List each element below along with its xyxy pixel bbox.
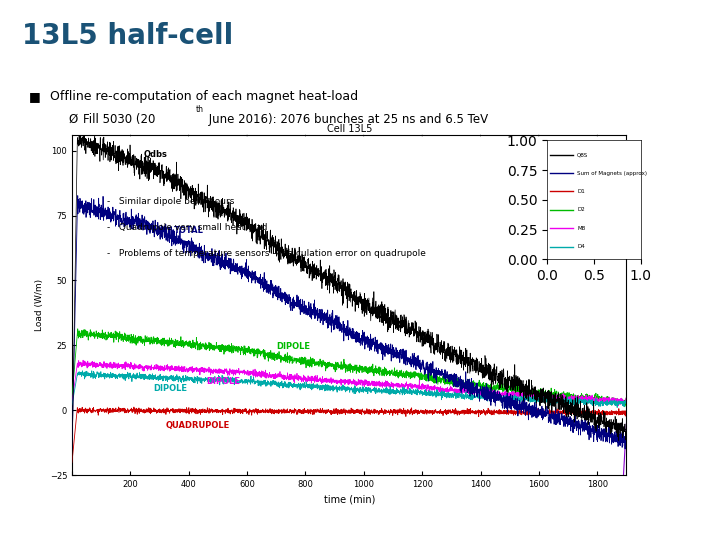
Text: DIPOLE: DIPOLE xyxy=(206,377,240,386)
Text: -   Similar dipole behaviours: - Similar dipole behaviours xyxy=(107,197,235,206)
Text: 13L5 half-cell: 13L5 half-cell xyxy=(22,22,233,50)
Text: June 2016): 2076 bunches at 25 ns and 6.5 TeV: June 2016): 2076 bunches at 25 ns and 6.… xyxy=(205,113,488,126)
Text: ■: ■ xyxy=(29,90,40,103)
Text: -   Quadrupole very small heat load: - Quadrupole very small heat load xyxy=(107,224,268,232)
Text: Fill 5030 (20: Fill 5030 (20 xyxy=(83,113,156,126)
Text: TOTAL: TOTAL xyxy=(174,226,204,235)
Text: DIPOLE: DIPOLE xyxy=(153,384,188,393)
Y-axis label: Load (W/m): Load (W/m) xyxy=(35,279,44,331)
X-axis label: time (min): time (min) xyxy=(323,495,375,504)
Text: Offline re-computation of each magnet heat-load: Offline re-computation of each magnet he… xyxy=(50,90,359,103)
Text: th: th xyxy=(196,105,204,114)
Text: Sum of Magnets (approx): Sum of Magnets (approx) xyxy=(577,171,647,176)
Text: D2: D2 xyxy=(577,207,585,212)
Text: QBS: QBS xyxy=(577,152,588,157)
Text: Ø: Ø xyxy=(68,113,78,126)
Title: Cell 13L5: Cell 13L5 xyxy=(326,124,372,134)
Text: B. Bradu. Beam Screen heat loads: B. Bradu. Beam Screen heat loads xyxy=(276,518,444,528)
Text: D4: D4 xyxy=(577,244,585,249)
Text: D1: D1 xyxy=(577,189,585,194)
Text: CERN: CERN xyxy=(19,518,38,524)
Text: DIPOLE: DIPOLE xyxy=(276,342,310,352)
Text: MB: MB xyxy=(577,226,585,231)
Text: QUADRUPOLE: QUADRUPOLE xyxy=(166,422,230,430)
Text: -   Problems of temperature sensors → calculation error on quadrupole: - Problems of temperature sensors → calc… xyxy=(107,249,426,258)
Text: Qdbs: Qdbs xyxy=(143,150,167,159)
